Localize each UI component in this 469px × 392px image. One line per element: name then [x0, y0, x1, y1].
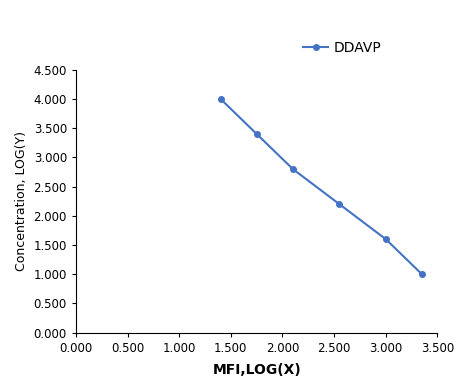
DDAVP [290, 167, 295, 171]
Legend: DDAVP: DDAVP [298, 35, 387, 60]
X-axis label: MFI,LOG(X): MFI,LOG(X) [212, 363, 301, 377]
DDAVP [419, 272, 425, 276]
DDAVP [383, 237, 388, 241]
DDAVP [218, 96, 223, 101]
DDAVP [254, 132, 259, 136]
Y-axis label: Concentration, LOG(Y): Concentration, LOG(Y) [15, 131, 28, 271]
DDAVP [336, 202, 342, 207]
Line: DDAVP: DDAVP [218, 96, 424, 277]
